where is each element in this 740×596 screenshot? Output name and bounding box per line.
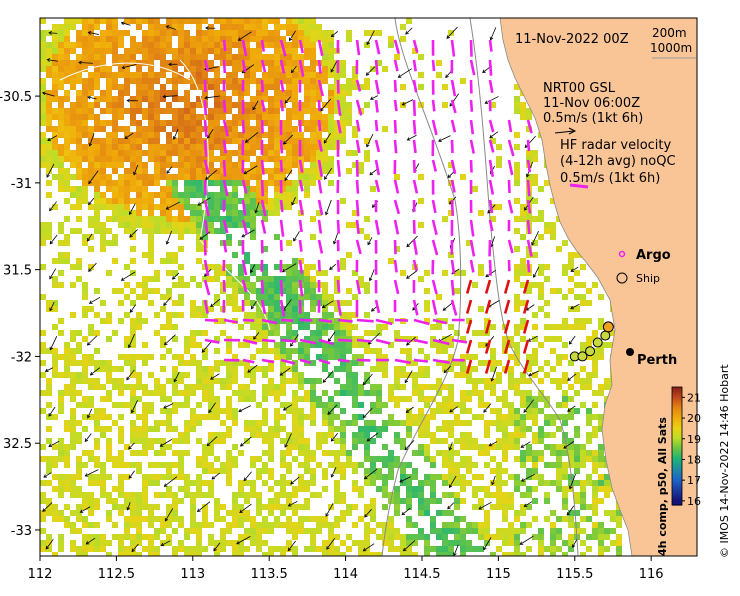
x-tick-label: 113.5 — [251, 567, 288, 582]
ship-position — [593, 338, 602, 347]
y-tick-label: -33 — [11, 524, 32, 539]
x-tick-label: 115 — [486, 567, 511, 582]
x-tick-label: 116 — [639, 567, 664, 582]
ship-position — [586, 347, 595, 356]
x-tick-label: 114 — [333, 567, 358, 582]
x-tick-label: 113 — [180, 567, 205, 582]
credit-text: © IMOS 14-Nov-2022 14:46 Hobart — [718, 364, 731, 558]
x-tick-label: 114.5 — [403, 567, 440, 582]
colorbar-tick: 21 — [687, 391, 701, 404]
legend-ship: Ship — [636, 272, 660, 285]
colorbar-tick: 18 — [687, 453, 701, 466]
x-tick-label: 112 — [28, 567, 53, 582]
depth-label-200: 200m — [652, 26, 687, 40]
perth-marker — [626, 348, 634, 356]
colorbar-tick: 17 — [687, 474, 701, 487]
hf-scale-arrow — [570, 185, 588, 187]
y-tick-label: -32 — [11, 350, 32, 365]
ship-position — [603, 322, 613, 332]
colorbar-tick: 19 — [687, 433, 701, 446]
x-tick-label: 112.5 — [98, 567, 135, 582]
colorbar-tick: 20 — [687, 412, 701, 425]
legend-argo: Argo — [636, 248, 671, 263]
hf-label-3: 0.5m/s (1kt 6h) — [560, 171, 660, 186]
model-label-2: 11-Nov 06:00Z — [543, 96, 640, 111]
model-label-3: 0.5m/s (1kt 6h) — [543, 111, 643, 126]
city-label: Perth — [637, 353, 677, 368]
model-label-1: NRT00 GSL — [543, 81, 616, 96]
y-tick-label: -30.5 — [0, 90, 32, 105]
y-tick-label: 31.5 — [3, 264, 32, 279]
colorbar-title: 4h comp, p50, All Sats — [656, 417, 669, 556]
hf-label-1: HF radar velocity — [560, 138, 672, 153]
colorbar-tick: 16 — [687, 495, 701, 508]
hf-label-2: (4-12h avg) noQC — [560, 154, 676, 169]
x-tick-label: 115.5 — [556, 567, 593, 582]
ship-position — [601, 331, 610, 340]
y-axis: -30.5 -31 31.5 -32 32.5 -33 — [0, 90, 40, 539]
x-axis: 112 112.5 113 113.5 114 114.5 115 115.5 116 — [28, 556, 664, 582]
depth-label-1000: 1000m — [650, 41, 692, 55]
y-tick-label: 32.5 — [3, 437, 32, 452]
y-tick-label: -31 — [11, 177, 32, 192]
date-title: 11-Nov-2022 00Z — [515, 32, 629, 47]
